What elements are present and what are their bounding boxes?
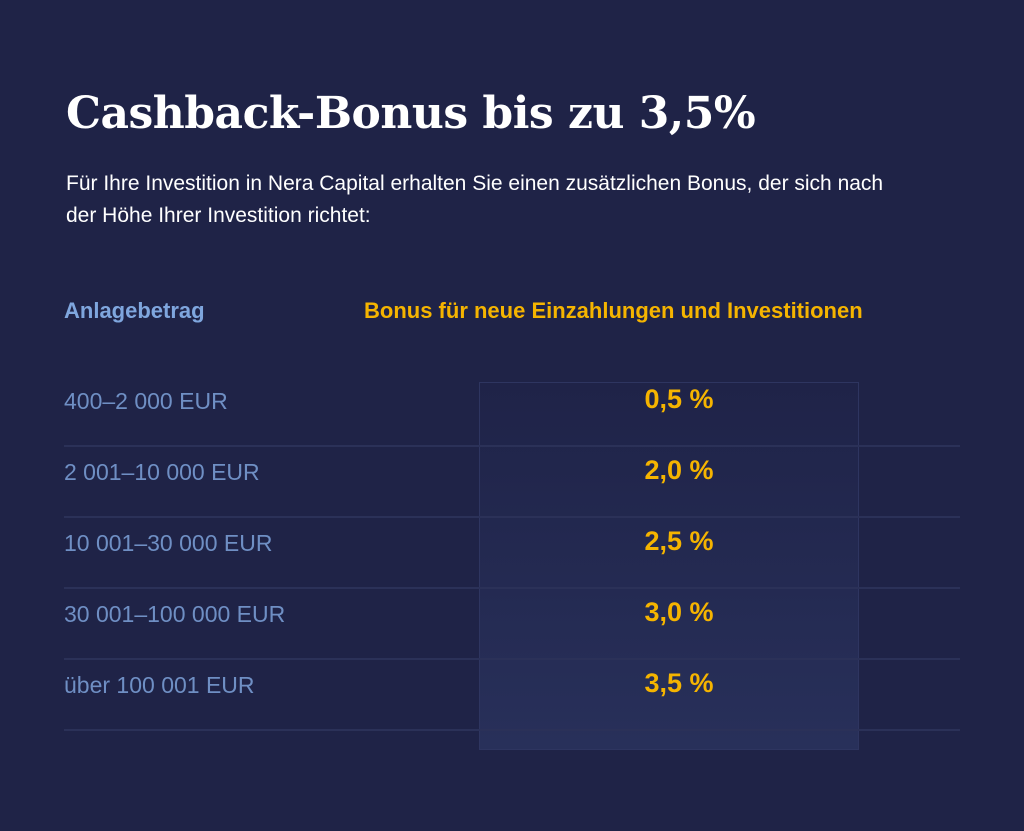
bonus: 3,5 % (644, 668, 714, 698)
table-row: über 100 001 EUR 3,5 % (64, 660, 960, 731)
amount: 2 001–10 000 EUR (64, 459, 260, 485)
page-title: Cashback-Bonus bis zu 3,5% (66, 88, 756, 139)
table-row: 10 001–30 000 EUR 2,5 % (64, 518, 960, 589)
table-row: 30 001–100 000 EUR 3,0 % (64, 589, 960, 660)
header-amount: Anlagebetrag (64, 298, 205, 323)
row-divider (64, 587, 960, 589)
bonus-column-highlight (479, 382, 859, 750)
table-row: 400–2 000 EUR 0,5 % (64, 376, 960, 447)
row-divider (64, 445, 960, 447)
table-row: 2 001–10 000 EUR 2,0 % (64, 447, 960, 518)
amount: 400–2 000 EUR (64, 388, 228, 414)
subtitle: Für Ihre Investition in Nera Capital erh… (66, 172, 884, 227)
bonus: 2,0 % (644, 455, 714, 485)
amount: über 100 001 EUR (64, 672, 255, 698)
bonus: 0,5 % (644, 384, 714, 414)
header-bonus: Bonus für neue Einzahlungen und Investit… (364, 298, 863, 323)
bonus: 2,5 % (644, 526, 714, 556)
amount: 10 001–30 000 EUR (64, 530, 273, 556)
row-divider (64, 729, 960, 731)
amount: 30 001–100 000 EUR (64, 601, 286, 627)
row-divider (64, 658, 960, 660)
row-divider (64, 516, 960, 518)
bonus: 3,0 % (644, 597, 714, 627)
